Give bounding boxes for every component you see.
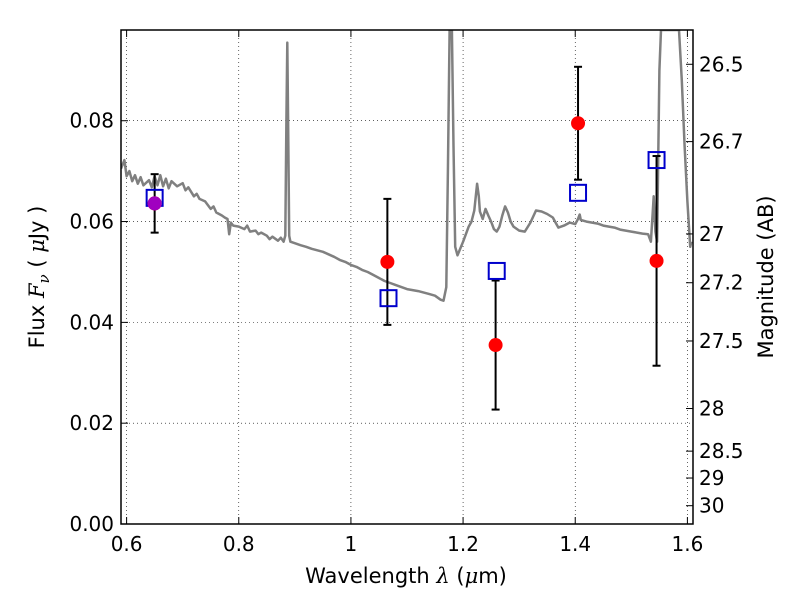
- right-tick-label: 29: [699, 466, 724, 490]
- plot-frame: [120, 29, 694, 525]
- right-tick-label: 28.5: [699, 439, 744, 463]
- right-tick-label: 26.5: [699, 52, 744, 76]
- right-tick-label: 27: [699, 222, 724, 246]
- x-tick-label: 0.6: [111, 532, 143, 556]
- right-axis-label: Magnitude (AB): [754, 195, 778, 358]
- y-tick-label: 0.06: [69, 210, 114, 234]
- right-tick-label: 27.2: [699, 271, 744, 295]
- overlap-point: [147, 196, 162, 211]
- x-axis-label: Wavelength λ (μm): [305, 564, 507, 588]
- x-axis: 0.6 0.8 1 1.2 1.4 1.6: [111, 30, 703, 556]
- y-tick-label: 0.08: [69, 109, 114, 133]
- model-flux-square: [647, 151, 666, 170]
- marker-layer: [145, 65, 666, 411]
- y-tick-label: 0.00: [69, 512, 114, 536]
- grid: [121, 30, 693, 525]
- x-tick-label: 1: [345, 532, 358, 556]
- right-tick-label: 30: [699, 494, 724, 518]
- x-tick-label: 1.6: [671, 532, 703, 556]
- observed-flux-point: [649, 253, 664, 268]
- model-flux-square: [569, 183, 588, 202]
- model-spectrum-line: [121, 30, 693, 302]
- right-axis: 26.5 26.7 27 27.2 27.5 28 28.5 29 30: [686, 52, 744, 518]
- x-tick-label: 0.8: [223, 532, 255, 556]
- right-tick-label: 26.7: [699, 130, 744, 154]
- right-tick-label: 28: [699, 397, 724, 421]
- observed-flux-point: [380, 254, 395, 269]
- y-tick-label: 0.02: [69, 411, 114, 435]
- right-tick-label: 27.5: [699, 329, 744, 353]
- observed-flux-point: [571, 116, 586, 131]
- observed-flux-point: [488, 338, 503, 353]
- series-layer: [121, 30, 693, 302]
- y-axis: 0.00 0.02 0.04 0.06 0.08: [69, 109, 128, 536]
- model-flux-square: [379, 289, 398, 308]
- x-tick-label: 1.4: [559, 532, 591, 556]
- x-tick-label: 1.2: [447, 532, 479, 556]
- model-flux-square: [487, 261, 506, 280]
- y-tick-label: 0.04: [69, 310, 114, 334]
- y-axis-label: Flux Fν ( μJy ): [25, 206, 53, 349]
